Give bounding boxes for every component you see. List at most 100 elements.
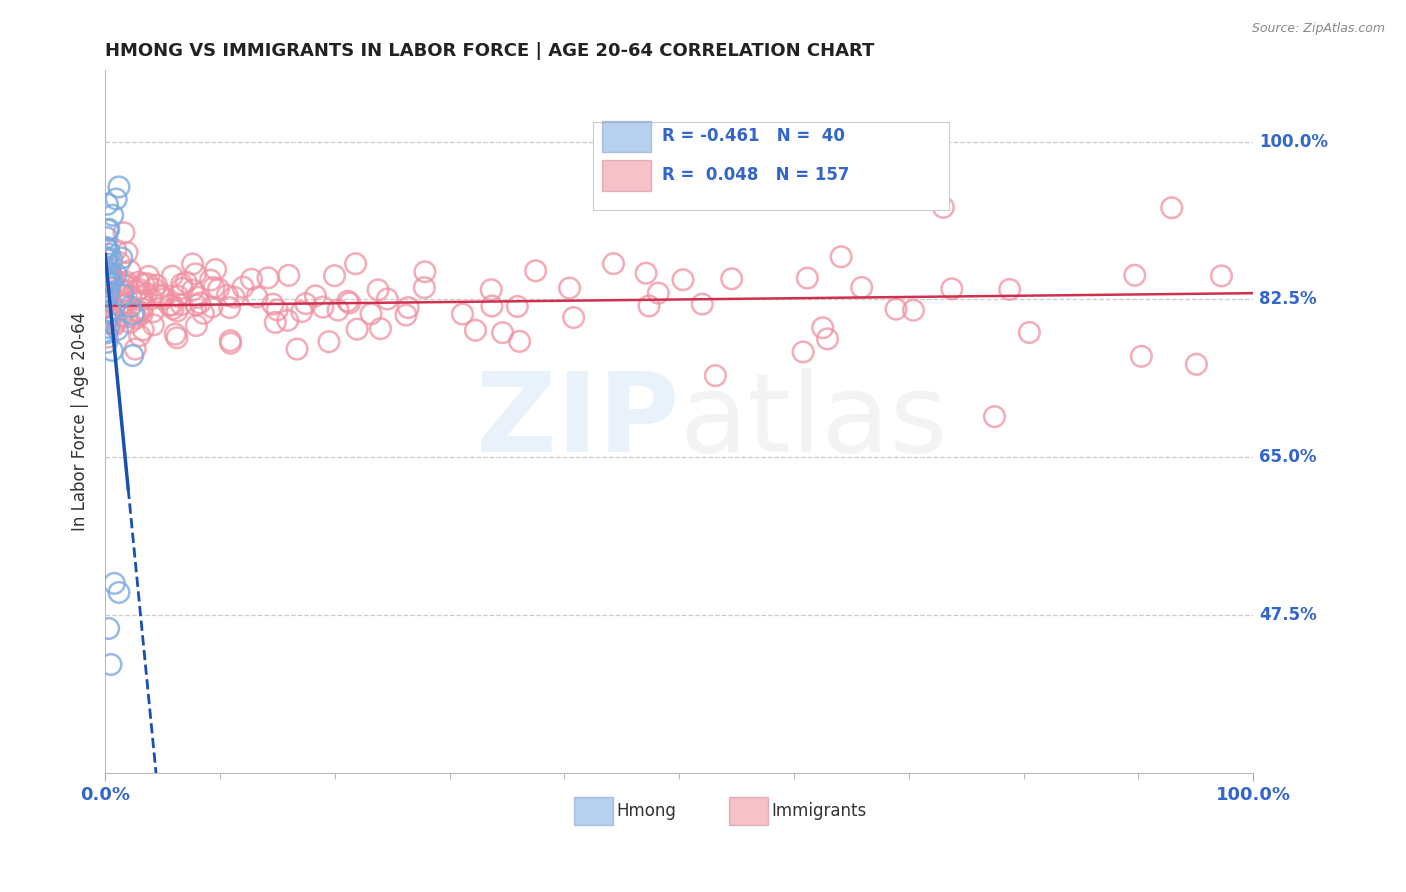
Point (318, 334, 340, 349)
Point (162, 301, 184, 316)
Point (132, 323, 155, 337)
Point (97, 222, 120, 236)
Point (246, 290, 269, 304)
Point (174, 275, 197, 289)
Point (132, 277, 155, 291)
Point (97, 272, 120, 286)
Point (110, 309, 132, 323)
Text: Source: ZipAtlas.com: Source: ZipAtlas.com (1251, 22, 1385, 36)
Point (104, 243, 127, 257)
Point (346, 322, 368, 336)
Point (111, 251, 134, 265)
Point (96, 330, 118, 344)
Point (128, 282, 150, 296)
Point (181, 283, 204, 297)
Point (96, 308, 118, 322)
Text: ZIP: ZIP (475, 368, 679, 475)
Point (101, 343, 124, 358)
Point (108, 180, 131, 194)
Point (139, 292, 162, 306)
Point (98, 269, 121, 284)
Point (160, 298, 183, 312)
Point (291, 304, 314, 318)
Point (669, 182, 692, 196)
Point (266, 302, 288, 317)
Point (1185, 357, 1208, 371)
Point (262, 297, 284, 311)
Point (219, 334, 242, 348)
Point (131, 307, 153, 321)
Point (112, 226, 135, 240)
Point (464, 323, 486, 337)
Point (413, 265, 436, 279)
Point (983, 409, 1005, 424)
Point (202, 280, 225, 294)
Point (96, 273, 118, 287)
Point (128, 275, 150, 289)
Text: 65.0%: 65.0% (1258, 448, 1316, 467)
Point (100, 276, 122, 290)
Point (100, 252, 122, 266)
Point (100, 657, 122, 672)
Point (131, 302, 153, 317)
Point (103, 576, 125, 591)
Point (277, 313, 299, 327)
Point (115, 277, 138, 292)
Point (105, 192, 128, 206)
Point (103, 317, 125, 331)
Point (481, 299, 503, 313)
Point (851, 280, 873, 294)
Point (830, 250, 852, 264)
Point (129, 290, 152, 304)
FancyBboxPatch shape (602, 160, 651, 191)
Point (304, 289, 326, 303)
Point (166, 331, 188, 345)
Point (396, 301, 419, 315)
Point (124, 342, 146, 356)
Point (638, 299, 661, 313)
Point (101, 308, 124, 322)
Point (491, 326, 513, 340)
Point (184, 267, 207, 281)
FancyBboxPatch shape (728, 797, 768, 825)
Point (97, 280, 120, 294)
Point (170, 298, 193, 312)
Point (97, 320, 120, 334)
Point (96, 315, 118, 329)
Point (200, 273, 222, 287)
Text: HMONG VS IMMIGRANTS IN LABOR FORCE | AGE 20-64 CORRELATION CHART: HMONG VS IMMIGRANTS IN LABOR FORCE | AGE… (105, 42, 875, 60)
Point (186, 318, 208, 333)
Point (479, 283, 502, 297)
Point (294, 296, 316, 310)
Point (107, 322, 129, 336)
Point (98, 247, 121, 261)
Point (672, 273, 695, 287)
Point (903, 303, 925, 318)
Point (96, 288, 118, 302)
Point (129, 293, 152, 307)
Point (108, 256, 131, 270)
Text: 100.0%: 100.0% (1258, 133, 1329, 151)
Text: Hmong: Hmong (616, 802, 676, 820)
Point (122, 307, 145, 321)
Point (96, 312, 118, 326)
Point (98, 289, 121, 303)
Point (184, 298, 207, 312)
Point (97, 622, 120, 636)
Point (451, 307, 474, 321)
Point (96, 240, 118, 254)
Point (323, 268, 346, 283)
Point (558, 281, 581, 295)
Point (112, 285, 135, 299)
Point (395, 308, 418, 322)
Point (207, 282, 229, 296)
Point (160, 269, 183, 284)
Point (339, 296, 361, 310)
Point (111, 287, 134, 301)
Point (145, 278, 167, 293)
Point (97, 223, 120, 237)
Point (143, 282, 166, 296)
Point (98, 266, 121, 280)
Point (96, 335, 118, 350)
Point (562, 310, 585, 325)
